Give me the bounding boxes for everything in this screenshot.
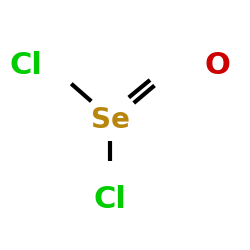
Text: Cl: Cl bbox=[94, 186, 126, 214]
Text: O: O bbox=[205, 50, 231, 80]
Text: Se: Se bbox=[90, 106, 130, 134]
Text: Cl: Cl bbox=[10, 50, 42, 80]
